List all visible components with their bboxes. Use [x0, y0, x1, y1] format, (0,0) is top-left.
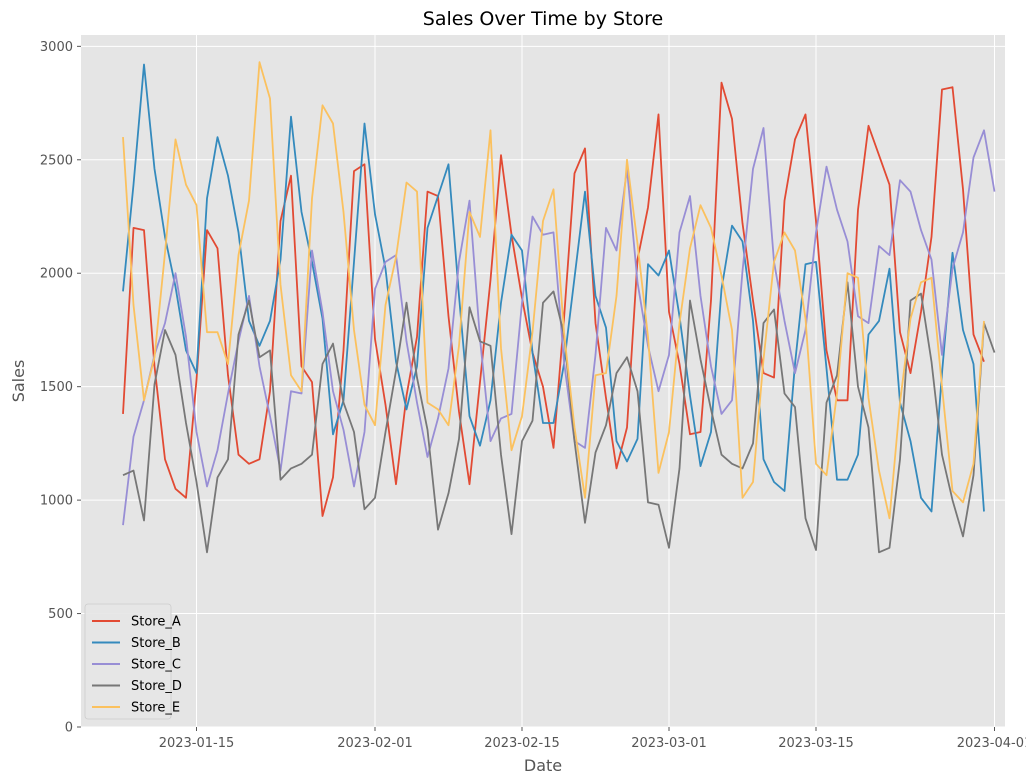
series-line-store-a	[122, 81, 985, 517]
legend-label: Store_B	[131, 636, 181, 651]
y-tick-label: 2000	[40, 267, 73, 282]
series-lines	[122, 61, 996, 554]
legend-label: Store_E	[131, 701, 180, 716]
chart-title: Sales Over Time by Store	[423, 8, 663, 30]
x-tick-label: 2023-01-15	[159, 736, 235, 751]
x-tick-label: 2023-02-01	[337, 736, 413, 751]
x-tick-label: 2023-04-01	[957, 736, 1026, 751]
y-tick-label: 1500	[40, 380, 73, 395]
y-tick-label: 1000	[40, 494, 73, 509]
y-tick-label: 2500	[40, 153, 73, 168]
legend: Store_A Store_B Store_C Store_D Store_E	[84, 603, 182, 720]
legend-label: Store_A	[131, 615, 181, 630]
y-axis-label: Sales	[9, 360, 28, 403]
legend-box	[84, 603, 172, 720]
series-line-store-b	[122, 63, 985, 513]
tick-labels: 0 500 1000 1500 2000 2500 3000 2023-01-15 2023-0…	[40, 40, 1026, 751]
y-tick-label: 0	[65, 721, 73, 736]
grid-lines	[81, 35, 1005, 728]
series-line-store-c	[122, 127, 996, 526]
x-tick-label: 2023-02-15	[484, 736, 560, 751]
legend-label: Store_D	[131, 679, 182, 694]
series-line-store-e	[122, 61, 985, 520]
y-tick-label: 3000	[40, 40, 73, 55]
x-axis-label: Date	[524, 756, 562, 775]
legend-label: Store_C	[131, 658, 181, 673]
x-tick-label: 2023-03-01	[631, 736, 707, 751]
x-tick-label: 2023-03-15	[778, 736, 854, 751]
series-line-store-d	[122, 281, 996, 554]
y-tick-label: 500	[48, 607, 73, 622]
